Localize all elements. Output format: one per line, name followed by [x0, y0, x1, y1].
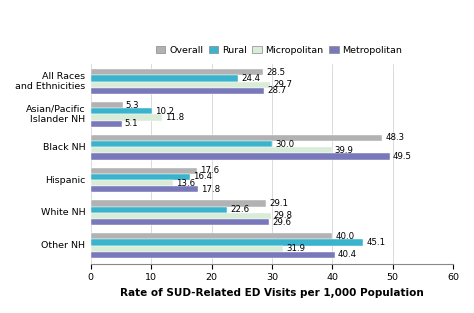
Text: 11.8: 11.8	[165, 113, 184, 122]
Bar	[91, 207, 227, 213]
Bar	[91, 252, 335, 258]
Text: 28.5: 28.5	[266, 68, 285, 77]
Bar	[91, 147, 332, 153]
Text: 16.4: 16.4	[193, 172, 212, 182]
Bar	[91, 168, 197, 174]
Text: 48.3: 48.3	[385, 133, 404, 142]
X-axis label: Rate of SUD-Related ED Visits per 1,000 Population: Rate of SUD-Related ED Visits per 1,000 …	[120, 288, 424, 298]
Bar	[91, 180, 173, 186]
Text: 30.0: 30.0	[275, 140, 294, 149]
Bar	[91, 121, 122, 127]
Text: 31.9: 31.9	[286, 244, 305, 253]
Bar	[91, 246, 283, 252]
Bar	[91, 135, 383, 141]
Bar	[91, 153, 390, 160]
Bar	[91, 69, 263, 75]
Text: 13.6: 13.6	[176, 179, 195, 187]
Legend: Overall, Rural, Micropolitan, Metropolitan: Overall, Rural, Micropolitan, Metropolit…	[152, 42, 406, 59]
Text: 40.4: 40.4	[337, 250, 357, 259]
Text: 29.1: 29.1	[270, 199, 289, 208]
Text: 22.6: 22.6	[230, 205, 249, 214]
Text: 5.3: 5.3	[126, 100, 139, 110]
Bar	[91, 82, 270, 88]
Bar	[91, 219, 270, 225]
Text: 24.4: 24.4	[241, 74, 260, 83]
Text: 29.8: 29.8	[273, 212, 293, 220]
Text: 17.8: 17.8	[201, 185, 220, 194]
Bar	[91, 108, 152, 114]
Bar	[91, 213, 271, 219]
Bar	[91, 200, 266, 207]
Bar	[91, 88, 264, 94]
Text: 29.7: 29.7	[273, 80, 292, 89]
Bar	[91, 174, 190, 180]
Text: 29.6: 29.6	[273, 218, 292, 227]
Text: 17.6: 17.6	[200, 166, 219, 175]
Text: 45.1: 45.1	[366, 238, 385, 247]
Bar	[91, 75, 238, 82]
Bar	[91, 102, 123, 108]
Bar	[91, 233, 332, 239]
Bar	[91, 239, 363, 246]
Text: 49.5: 49.5	[392, 152, 411, 161]
Text: 28.7: 28.7	[267, 86, 286, 95]
Text: 10.2: 10.2	[155, 107, 174, 116]
Bar	[91, 141, 272, 147]
Text: 5.1: 5.1	[125, 119, 138, 128]
Text: 40.0: 40.0	[335, 232, 355, 241]
Bar	[91, 186, 198, 192]
Bar	[91, 114, 162, 121]
Text: 39.9: 39.9	[335, 146, 354, 155]
